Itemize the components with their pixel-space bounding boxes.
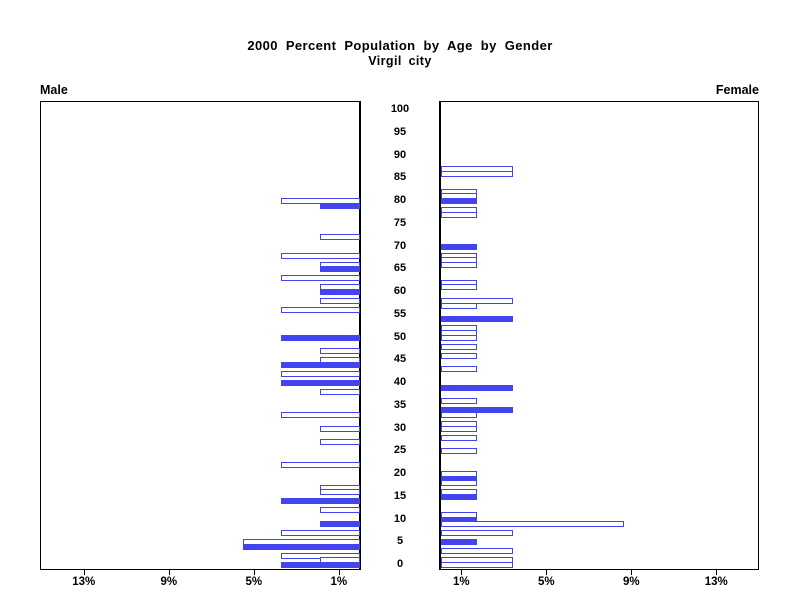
male-axis-tick xyxy=(253,570,255,575)
bar-male-age-47 xyxy=(320,348,360,354)
bar-female-age-18 xyxy=(441,480,477,486)
female-panel-label: Female xyxy=(715,83,759,97)
bar-male-age-14 xyxy=(281,498,360,504)
bar-female-age-58 xyxy=(441,298,513,304)
bar-female-age-25 xyxy=(441,448,477,454)
bar-male-age-65 xyxy=(320,266,360,272)
bar-male-age-50 xyxy=(281,335,360,341)
bar-female-age-66 xyxy=(441,262,477,268)
bar-female-age-0 xyxy=(441,562,513,568)
female-axis-tick xyxy=(546,570,548,575)
bar-male-age-60 xyxy=(320,289,360,295)
female-axis-tick-label: 5% xyxy=(537,576,555,588)
bar-male-age-9 xyxy=(320,521,360,527)
female-axis-tick xyxy=(461,570,463,575)
bar-female-age-15 xyxy=(441,494,477,500)
age-axis-tick-label: 55 xyxy=(393,307,407,320)
bar-female-age-19 xyxy=(441,476,477,482)
age-axis-tick-label: 90 xyxy=(393,148,407,161)
bar-female-age-30 xyxy=(441,426,477,432)
female-axis-tick-label: 1% xyxy=(452,576,470,588)
chart-title-block: 2000 Percent Population by Age by Gender… xyxy=(0,38,800,68)
age-axis-tick-label: 60 xyxy=(393,285,407,297)
chart-title: 2000 Percent Population by Age by Gender xyxy=(247,38,553,53)
age-axis-tick-label: 5 xyxy=(396,535,404,548)
male-panel-label: Male xyxy=(40,83,68,97)
bar-male-age-33 xyxy=(281,412,360,418)
bar-male-age-16 xyxy=(320,489,360,495)
age-axis-tick-label: 85 xyxy=(393,171,407,184)
bar-male-age-22 xyxy=(281,462,360,468)
male-axis-tick-label: 13% xyxy=(72,576,96,588)
bar-female-age-48 xyxy=(441,344,477,350)
age-axis-tick-label: 75 xyxy=(393,216,407,229)
bar-male-age-79 xyxy=(320,203,360,209)
female-axis-tick-label: 9% xyxy=(622,576,640,588)
male-axis-tick-label: 5% xyxy=(245,576,263,588)
bar-female-age-33 xyxy=(441,412,477,418)
bar-male-age-27 xyxy=(320,439,360,445)
bar-male-age-4 xyxy=(243,544,360,550)
bar-male-age-12 xyxy=(320,507,360,513)
bar-male-age-44 xyxy=(281,362,360,368)
bar-male-age-63 xyxy=(281,275,360,281)
bar-female-age-3 xyxy=(441,548,513,554)
age-axis-tick-label: 10 xyxy=(393,512,407,525)
bar-female-age-7 xyxy=(441,530,513,536)
age-axis-tick-label: 0 xyxy=(396,558,404,570)
bar-female-age-43 xyxy=(441,366,477,372)
female-axis-tick-label: 13% xyxy=(704,576,728,588)
female-panel xyxy=(439,101,759,570)
bar-female-age-57 xyxy=(441,303,477,309)
bar-female-age-10 xyxy=(441,517,477,523)
bar-female-age-36 xyxy=(441,398,477,404)
age-axis-tick-label: 20 xyxy=(393,467,407,479)
bar-female-age-46 xyxy=(441,353,477,359)
bar-male-age-42 xyxy=(281,371,360,377)
bar-male-age-38 xyxy=(320,389,360,395)
bar-male-age-56 xyxy=(281,307,360,313)
age-axis-tick-label: 95 xyxy=(393,125,407,138)
chart-subtitle: Virgil city xyxy=(368,54,432,68)
bar-male-age-30 xyxy=(320,426,360,432)
bar-female-age-70 xyxy=(441,244,477,250)
age-axis-tick-label: 70 xyxy=(393,239,407,252)
bar-male-age-58 xyxy=(320,298,360,304)
bar-male-age-0 xyxy=(281,562,360,568)
male-axis-tick xyxy=(168,570,170,575)
bar-female-age-61 xyxy=(441,284,477,290)
age-axis-tick-label: 50 xyxy=(393,330,407,343)
male-axis-tick xyxy=(338,570,340,575)
bar-female-age-34 xyxy=(441,407,513,413)
female-axis-tick xyxy=(716,570,718,575)
age-axis-tick-label: 15 xyxy=(393,489,407,502)
age-axis-tick-label: 40 xyxy=(393,376,407,388)
bar-female-age-28 xyxy=(441,435,477,441)
bar-female-age-77 xyxy=(441,212,477,218)
age-axis-tick-label: 100 xyxy=(390,103,410,115)
bar-female-age-86 xyxy=(441,171,513,177)
age-axis-tick-label: 45 xyxy=(393,353,407,366)
female-axis-tick xyxy=(631,570,633,575)
bar-female-age-50 xyxy=(441,335,477,341)
bar-female-age-80 xyxy=(441,198,477,204)
male-axis-tick xyxy=(83,570,85,575)
age-axis-tick-label: 30 xyxy=(393,421,407,434)
bar-male-age-72 xyxy=(320,234,360,240)
age-axis-tick-label: 65 xyxy=(393,262,407,275)
age-axis-tick-label: 35 xyxy=(393,398,407,411)
bar-female-age-9 xyxy=(441,521,624,527)
bar-female-age-5 xyxy=(441,539,477,545)
age-axis-tick-label: 25 xyxy=(393,444,407,457)
bar-female-age-54 xyxy=(441,316,513,322)
bar-male-age-40 xyxy=(281,380,360,386)
male-axis-tick-label: 9% xyxy=(160,576,178,588)
male-axis-tick-label: 1% xyxy=(330,576,348,588)
age-axis-tick-label: 80 xyxy=(393,194,407,206)
bar-male-age-7 xyxy=(281,530,360,536)
bar-female-age-39 xyxy=(441,385,513,391)
bar-male-age-68 xyxy=(281,253,360,259)
